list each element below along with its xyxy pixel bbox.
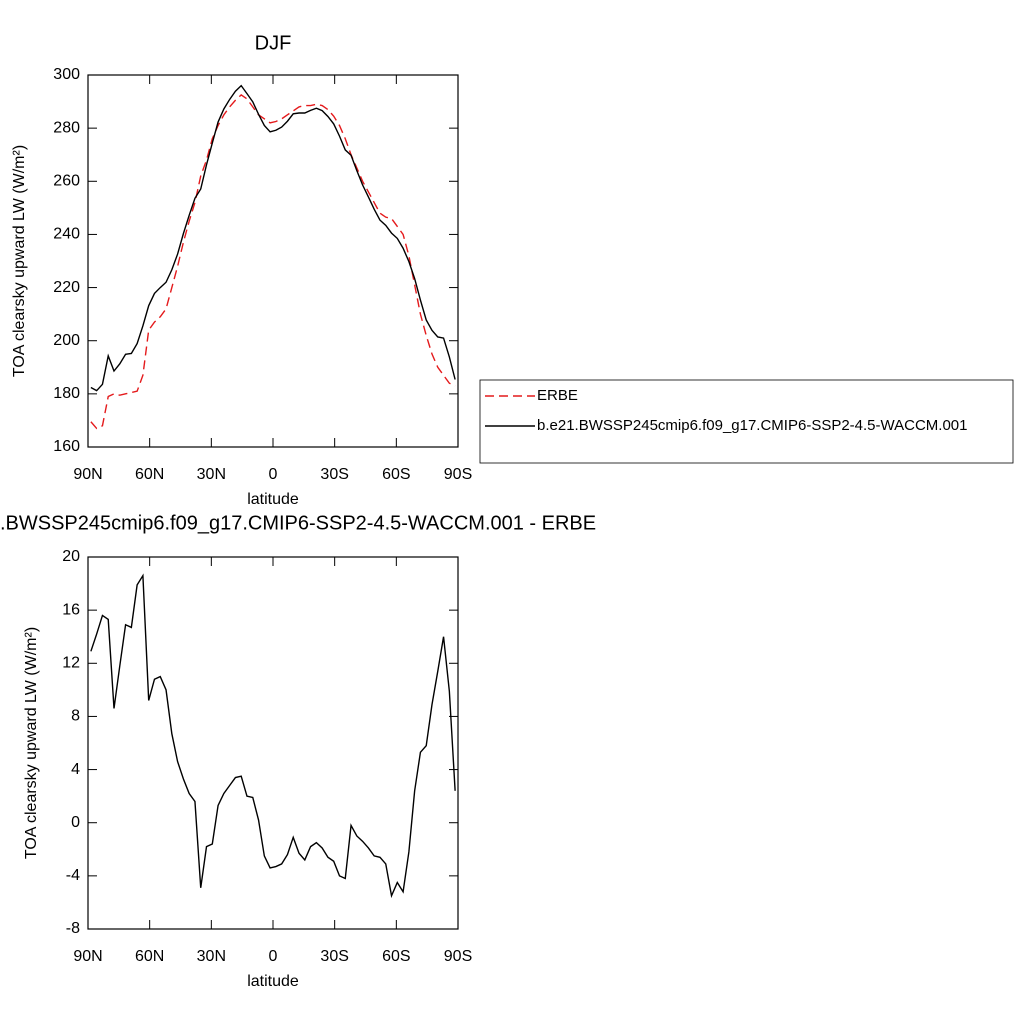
x-tick-label: 90S <box>444 948 472 965</box>
plot-frame <box>87 556 459 930</box>
y-tick-label: 16 <box>62 601 80 618</box>
y-tick-label: 4 <box>71 761 80 778</box>
x-tick-label: 60N <box>135 948 164 965</box>
y-tick-label: 180 <box>53 385 80 402</box>
y-tick-label: -8 <box>66 920 80 937</box>
y-tick-label: 8 <box>71 708 80 725</box>
y-tick-label: 280 <box>53 119 80 136</box>
data-line <box>90 94 456 430</box>
x-tick-label: 30S <box>320 948 348 965</box>
y-tick-label: 12 <box>62 655 80 672</box>
y-tick-label: 240 <box>53 226 80 243</box>
x-tick-label: 0 <box>269 948 278 965</box>
plot-frame <box>87 74 459 448</box>
legend-label: ERBE <box>537 387 578 404</box>
x-axis-title: latitude <box>247 491 299 508</box>
y-tick-label: 160 <box>53 438 80 455</box>
x-tick-label: 90N <box>73 948 102 965</box>
y-tick-label: 300 <box>53 66 80 83</box>
legend-box <box>479 379 1014 464</box>
data-line <box>90 573 456 899</box>
data-line <box>90 84 456 392</box>
x-tick-label: 0 <box>269 466 278 483</box>
x-axis-title: latitude <box>247 973 299 990</box>
x-tick-label: 60S <box>382 466 410 483</box>
x-tick-label: 90S <box>444 466 472 483</box>
y-tick-label: 0 <box>71 814 80 831</box>
chart-title: b.e21.BWSSP245cmip6.f09_g17.CMIP6-SSP2-4… <box>0 512 596 534</box>
legend-label: b.e21.BWSSP245cmip6.f09_g17.CMIP6-SSP2-4… <box>537 417 967 434</box>
x-tick-label: 30N <box>197 948 226 965</box>
x-tick-label: 30N <box>197 466 226 483</box>
y-tick-label: 220 <box>53 279 80 296</box>
y-axis-title: TOA clearsky upward LW (W/m²) <box>11 145 28 377</box>
y-tick-label: 260 <box>53 173 80 190</box>
y-axis-title: TOA clearsky upward LW (W/m²) <box>23 627 40 859</box>
x-tick-label: 30S <box>320 466 348 483</box>
y-tick-label: 20 <box>62 548 80 565</box>
y-tick-label: -4 <box>66 867 80 884</box>
x-tick-label: 90N <box>73 466 102 483</box>
y-tick-label: 200 <box>53 332 80 349</box>
x-tick-label: 60S <box>382 948 410 965</box>
chart-title: DJF <box>255 32 292 54</box>
x-tick-label: 60N <box>135 466 164 483</box>
